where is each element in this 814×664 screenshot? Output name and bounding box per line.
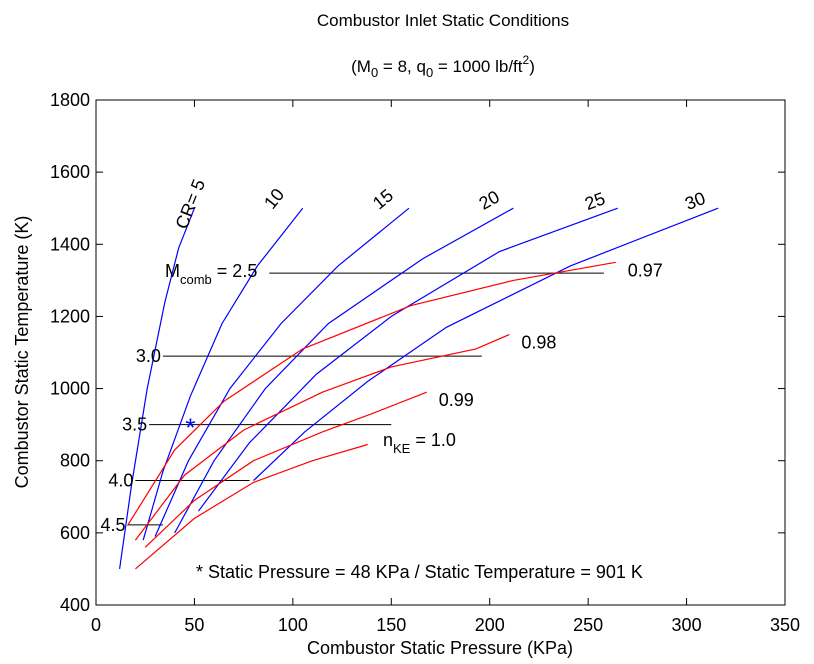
cr-curve (253, 207, 719, 482)
x-tick-label: 150 (376, 615, 406, 635)
subtitle-close: ) (529, 57, 535, 76)
axis-ticks (95, 99, 786, 606)
chart-subtitle: (M0 = 8, q0 = 1000 lb/ft2) (351, 53, 535, 80)
y-tick-label: 1800 (50, 90, 90, 110)
static-conditions-note: * Static Pressure = 48 KPa / Static Temp… (196, 562, 643, 582)
x-tick-label: 200 (475, 615, 505, 635)
nke-curve (144, 391, 427, 548)
chart-title: Combustor Inlet Static Conditions (317, 11, 569, 30)
mach-label: 4.0 (108, 471, 133, 491)
x-tick-label: 300 (672, 615, 702, 635)
operating-point-marker: * (185, 412, 195, 442)
cr-label: 10 (260, 185, 288, 213)
subtitle-m-subscript: 0 (371, 65, 378, 80)
y-tick-label: 400 (60, 595, 90, 615)
mcomb-rest: = 2.5 (212, 261, 258, 281)
mcomb-label: Mcomb = 2.5 (165, 261, 257, 287)
cr-label: 15 (369, 185, 397, 213)
nke-curve (126, 261, 616, 526)
y-tick-label: 600 (60, 523, 90, 543)
nke-curves (126, 261, 616, 570)
nke-curve (134, 333, 510, 541)
nke-base: n (383, 430, 393, 450)
y-tick-label: 800 (60, 451, 90, 471)
cr-label: CR= 5 (172, 176, 210, 231)
subtitle-superscript: 2 (523, 53, 530, 67)
cr-curve (142, 207, 304, 541)
subtitle-q-subscript: 0 (426, 65, 433, 80)
nke-value-label: 0.99 (439, 390, 474, 410)
cr-label: 20 (476, 186, 503, 213)
x-tick-label: 250 (573, 615, 603, 635)
plot-frame (95, 99, 786, 606)
cr-label: 25 (582, 188, 608, 214)
y-tick-label: 1000 (50, 379, 90, 399)
y-tick-label: 1400 (50, 234, 90, 254)
y-axis-title: Combustor Static Temperature (K) (12, 216, 32, 489)
nke-curve (135, 443, 368, 570)
operating-point-star: * (185, 412, 195, 442)
subtitle-mid: = 8, q (378, 57, 426, 76)
nke-labels: 0.97 0.98 0.99 (439, 260, 663, 410)
cr-curve (174, 207, 514, 534)
x-axis-title: Combustor Static Pressure (KPa) (307, 638, 573, 658)
nke-rest: = 1.0 (410, 430, 456, 450)
nke-value-label: 0.97 (628, 260, 663, 280)
nke-subscript: KE (393, 441, 411, 456)
x-tick-label: 350 (770, 615, 800, 635)
nke-value-label: 0.98 (521, 332, 556, 352)
mcomb-subscript: comb (180, 272, 212, 287)
mcomb-base: M (165, 261, 180, 281)
cr-curve (154, 207, 410, 537)
subtitle-after: = 1000 lb/ft (433, 57, 523, 76)
cr-curve (197, 207, 618, 512)
y-tick-labels: 400 600 800 1000 1200 1400 1600 1800 (50, 90, 90, 615)
x-tick-labels: 0 50 100 150 200 250 300 350 (91, 615, 800, 635)
mach-labels: 3.0 3.5 4.0 4.5 (100, 346, 160, 535)
cr-labels: CR= 5 10 15 20 25 30 (172, 176, 709, 231)
subtitle-open: (M (351, 57, 371, 76)
mach-label: 3.0 (136, 346, 161, 366)
y-tick-label: 1600 (50, 162, 90, 182)
x-tick-label: 0 (91, 615, 101, 635)
nke-label: nKE = 1.0 (383, 430, 456, 456)
cr-curve (119, 207, 195, 569)
y-tick-label: 1200 (50, 306, 90, 326)
cr-curves (119, 207, 719, 569)
x-tick-label: 100 (278, 615, 308, 635)
mach-label: 4.5 (100, 515, 125, 535)
mach-lines (127, 272, 604, 526)
x-tick-label: 50 (184, 615, 204, 635)
mach-label: 3.5 (122, 415, 147, 435)
cr-label: 30 (682, 188, 708, 214)
